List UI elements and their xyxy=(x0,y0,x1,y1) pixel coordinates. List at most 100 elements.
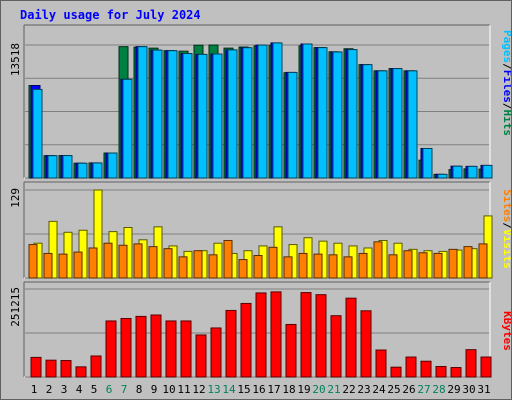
kbytes-bar-day-1 xyxy=(30,356,42,378)
x-tick-label: 13 xyxy=(207,383,220,396)
kbytes-bar-day-5 xyxy=(90,355,102,378)
pages-bar-day-12 xyxy=(197,53,208,179)
x-tick-label: 17 xyxy=(267,383,280,396)
pages-bar-day-19 xyxy=(302,43,313,179)
kbytes-bar-day-12 xyxy=(195,334,207,378)
sites-bar-day-26 xyxy=(403,250,413,279)
x-tick-label: 26 xyxy=(402,383,415,396)
kbytes-bar-day-28 xyxy=(435,365,447,378)
pages-bar-day-18 xyxy=(287,71,298,179)
sites-bar-day-7 xyxy=(118,244,128,279)
legend-pages: Pages xyxy=(501,30,511,63)
kbytes-bar-day-27 xyxy=(420,360,432,378)
x-tick-label: 24 xyxy=(372,383,386,396)
x-tick-label: 16 xyxy=(252,383,265,396)
x-tick-label: 21 xyxy=(327,383,340,396)
pages-bar-day-10 xyxy=(167,50,178,179)
pages-bar-day-11 xyxy=(182,53,193,179)
x-tick-label: 7 xyxy=(121,383,128,396)
visits-bar-day-2 xyxy=(48,220,58,279)
pages-bar-day-5 xyxy=(92,162,103,179)
x-tick-label: 2 xyxy=(46,383,53,396)
x-tick-label: 5 xyxy=(91,383,98,396)
x-tick-label: 12 xyxy=(192,383,205,396)
sites-bar-day-6 xyxy=(103,242,113,279)
x-tick-label: 31 xyxy=(477,383,490,396)
x-tick-label: 30 xyxy=(462,383,475,396)
pages-bar-day-15 xyxy=(242,47,253,179)
kbytes-bar-day-18 xyxy=(285,323,297,378)
kbytes-bar-day-29 xyxy=(450,367,462,378)
sites-bar-day-29 xyxy=(448,248,458,279)
bottom-legend: KBytes xyxy=(501,311,511,351)
kbytes-bar-day-26 xyxy=(405,356,417,378)
kbytes-bar-day-2 xyxy=(45,359,57,378)
sites-bar-day-25 xyxy=(388,254,398,279)
pages-bar-day-3 xyxy=(62,155,73,179)
pages-bar-day-23 xyxy=(362,64,373,179)
pages-bar-day-30 xyxy=(467,165,478,179)
pages-bar-day-25 xyxy=(392,68,403,179)
pages-bar-day-6 xyxy=(107,152,118,179)
x-tick-label: 22 xyxy=(342,383,355,396)
kbytes-bar-day-17 xyxy=(270,291,282,378)
sites-bar-day-21 xyxy=(328,254,338,279)
pages-bar-day-13 xyxy=(212,53,223,179)
pages-bar-day-16 xyxy=(257,44,268,179)
kbytes-bar-day-7 xyxy=(120,318,132,378)
sites-bar-day-12 xyxy=(193,250,203,279)
pages-bar-day-2 xyxy=(47,155,58,179)
sites-bar-day-5 xyxy=(88,247,98,279)
kbytes-bar-day-8 xyxy=(135,315,147,378)
sites-bar-day-8 xyxy=(133,243,143,279)
sites-bar-day-16 xyxy=(253,254,263,279)
sites-bar-day-2 xyxy=(43,252,53,279)
x-tick-label: 9 xyxy=(151,383,158,396)
kbytes-bar-day-24 xyxy=(375,349,387,378)
pages-bar-day-9 xyxy=(152,49,163,179)
kbytes-bar-day-23 xyxy=(360,310,372,378)
pages-bar-day-31 xyxy=(482,164,493,179)
sites-bar-day-1 xyxy=(28,244,38,279)
legend-kbytes: KBytes xyxy=(501,311,511,351)
x-tick-label: 29 xyxy=(447,383,460,396)
kbytes-bar-day-20 xyxy=(315,294,327,378)
kbytes-bar-day-15 xyxy=(240,302,252,378)
kbytes-bar-day-3 xyxy=(60,360,72,378)
sites-bar-day-9 xyxy=(148,246,158,279)
legend-files: Files xyxy=(501,70,511,103)
x-tick-label: 19 xyxy=(297,383,310,396)
sites-bar-day-4 xyxy=(73,251,83,279)
kbytes-bar-day-21 xyxy=(330,315,342,378)
pages-bar-day-14 xyxy=(227,49,238,179)
sites-bar-day-18 xyxy=(283,256,293,279)
kbytes-bar-day-10 xyxy=(165,320,177,378)
x-tick-label: 15 xyxy=(237,383,250,396)
kbytes-bar-day-22 xyxy=(345,297,357,378)
bottom-max-label: 251215 xyxy=(9,287,22,327)
sites-bar-day-28 xyxy=(433,252,443,279)
middle-legend: Sites/Visits xyxy=(501,189,511,269)
sites-bar-day-22 xyxy=(343,256,353,279)
sites-bar-day-10 xyxy=(163,248,173,279)
x-tick-label: 10 xyxy=(162,383,175,396)
chart-title: Daily usage for July 2024 xyxy=(20,8,201,22)
pages-bar-day-27 xyxy=(422,147,433,179)
kbytes-bar-day-4 xyxy=(75,366,87,378)
visits-bar-day-5 xyxy=(93,189,103,279)
kbytes-bar-day-25 xyxy=(390,366,402,378)
kbytes-bar-day-6 xyxy=(105,320,117,378)
pages-bar-day-21 xyxy=(332,51,343,179)
pages-bar-day-20 xyxy=(317,47,328,179)
sites-bar-day-24 xyxy=(373,241,383,279)
sites-bar-day-11 xyxy=(178,256,188,279)
legend-sites: Sites xyxy=(501,189,511,222)
x-tick-label: 4 xyxy=(76,383,83,396)
pages-bar-day-28 xyxy=(437,173,448,179)
x-tick-label: 28 xyxy=(432,383,445,396)
top-max-label: 13518 xyxy=(9,43,22,76)
legend-separator: / xyxy=(501,103,511,110)
kbytes-bar-day-31 xyxy=(480,356,492,378)
x-tick-label: 23 xyxy=(357,383,370,396)
sites-bar-day-15 xyxy=(238,259,248,279)
